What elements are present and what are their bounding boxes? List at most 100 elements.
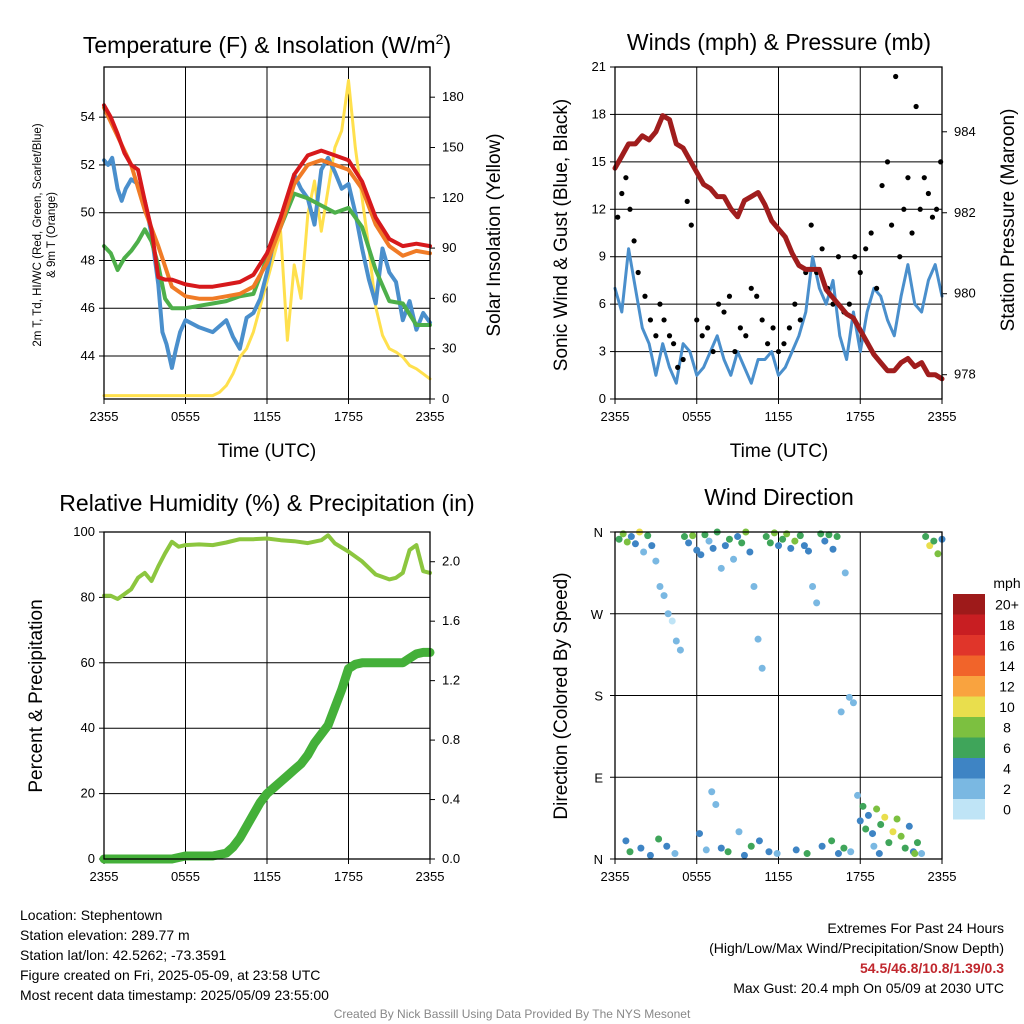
rh-frame xyxy=(103,531,431,860)
direction-point xyxy=(804,547,812,555)
direction-point xyxy=(615,535,623,543)
pressure-y2tick-label: 980 xyxy=(954,286,976,301)
humidity-ylabel: Percent & Precipitation xyxy=(26,599,47,792)
gust-point xyxy=(925,190,931,197)
gust-point xyxy=(710,348,716,355)
gust-point xyxy=(775,348,782,355)
precip-series-line xyxy=(99,647,435,864)
direction-point xyxy=(623,538,631,546)
wind-xtick-label: 2355 xyxy=(601,409,630,424)
wind-panel: Winds (mph) & Pressure (mb) Time (UTC) S… xyxy=(551,29,1019,462)
direction-point xyxy=(712,801,720,808)
direction-point xyxy=(631,540,639,548)
direction-point xyxy=(648,542,656,550)
rh-xtick-label: 1755 xyxy=(334,869,363,884)
gust-point xyxy=(705,325,711,331)
direction-point xyxy=(664,610,672,618)
wind-xtick-label: 2355 xyxy=(928,409,957,424)
direction-point xyxy=(656,583,664,590)
gust-point xyxy=(819,246,825,252)
direction-point xyxy=(730,555,738,563)
extremes-box: Extremes For Past 24 Hours (High/Low/Max… xyxy=(709,918,1004,998)
wind-xtick-label: 1155 xyxy=(765,409,793,424)
gust-point xyxy=(627,206,633,212)
direction-point xyxy=(809,583,817,590)
direction-point xyxy=(834,850,842,858)
dir-ytick-label: S xyxy=(594,689,603,704)
temp-ytick-label: 48 xyxy=(81,252,95,267)
gust-point xyxy=(754,293,760,299)
direction-plot-area: N E S W N 2355 0555 1155 1755 2355 xyxy=(591,525,957,884)
gust-point xyxy=(884,159,891,165)
direction-point xyxy=(849,699,857,707)
direction-point xyxy=(828,837,836,845)
legend-swatch xyxy=(953,758,985,779)
direction-title: Wind Direction xyxy=(704,484,854,510)
direction-point xyxy=(873,805,881,813)
direction-point xyxy=(622,837,630,845)
legend-label: 14 xyxy=(999,658,1015,674)
gust-point xyxy=(737,325,743,331)
direction-point xyxy=(775,542,782,550)
direction-point xyxy=(875,850,883,858)
direction-point xyxy=(758,664,766,672)
solar-y2tick-label: 90 xyxy=(442,240,456,255)
direction-point xyxy=(791,537,799,545)
gust-point xyxy=(921,175,927,181)
dir-xtick-label: 1755 xyxy=(846,869,875,884)
temperature-title: Temperature (F) & Insolation (W/m2) xyxy=(83,31,451,58)
wind-ytick-label: 3 xyxy=(599,344,606,359)
legend-swatch xyxy=(953,778,985,799)
gust-point xyxy=(653,333,659,339)
gust-point xyxy=(670,341,677,347)
wind-ylabel: Sonic Wind & Gust (Blue, Black) xyxy=(551,99,572,371)
pressure-series-line xyxy=(612,113,945,382)
wind-title: Winds (mph) & Pressure (mb) xyxy=(627,29,931,55)
pressure-y2tick-label: 982 xyxy=(954,205,976,220)
legend-swatch xyxy=(953,594,985,615)
direction-point xyxy=(877,820,885,828)
direction-point xyxy=(905,822,913,830)
wind-frame xyxy=(614,66,943,400)
direction-point xyxy=(709,544,717,552)
direction-point xyxy=(740,851,748,859)
direction-point xyxy=(668,617,676,625)
gust-point xyxy=(879,182,885,189)
solar-ylabel: Solar Insolation (Yellow) xyxy=(484,133,505,336)
gust-point xyxy=(913,103,919,110)
dir-ytick-label: E xyxy=(594,770,603,785)
direction-point xyxy=(685,539,693,547)
legend-label: 12 xyxy=(999,678,1015,694)
wind-ytick-label: 9 xyxy=(599,249,606,264)
precip-y2tick-label: 0.0 xyxy=(442,851,460,866)
pressure-ylabel: Station Pressure (Maroon) xyxy=(998,109,1019,332)
direction-point xyxy=(702,846,710,854)
direction-point xyxy=(859,802,867,810)
legend-label: 2 xyxy=(1003,781,1011,797)
gust-point xyxy=(635,269,641,276)
wind-series-line xyxy=(613,247,944,385)
gust-point xyxy=(623,175,629,181)
direction-point xyxy=(864,811,872,819)
gust-point xyxy=(929,214,936,220)
dir-ytick-label: N xyxy=(594,525,603,540)
direction-point xyxy=(637,844,645,852)
direction-point xyxy=(646,851,654,859)
direction-point xyxy=(697,551,705,559)
humidity-title: Relative Humidity (%) & Precipitation (i… xyxy=(59,490,474,516)
wind-plot-area: 0 3 6 9 12 15 18 21 978 980 982 984 2355 0555 1155 1755… xyxy=(592,59,976,424)
direction-point xyxy=(813,599,821,607)
direction-point xyxy=(766,539,774,547)
direction-point xyxy=(911,850,919,858)
gust-point xyxy=(699,333,705,339)
gust-point xyxy=(901,206,907,212)
gust-point xyxy=(857,269,863,276)
gust-point xyxy=(786,325,793,331)
dewpoint-series-line xyxy=(102,191,432,327)
direction-point xyxy=(870,842,878,850)
wind-xlabel: Time (UTC) xyxy=(730,441,829,462)
direction-point xyxy=(913,839,921,847)
legend-label: 16 xyxy=(999,637,1015,653)
direction-ylabel: Direction (Colored By Speed) xyxy=(551,572,572,819)
wind-ytick-label: 15 xyxy=(592,154,606,169)
